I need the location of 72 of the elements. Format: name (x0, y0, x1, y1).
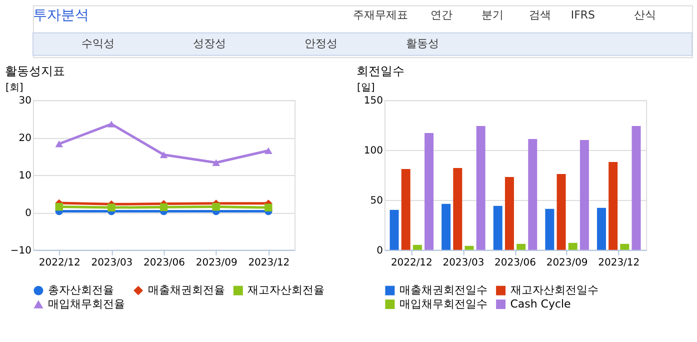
legend-label: 총자산회전율 (48, 284, 114, 297)
y-tick-label: 100 (364, 146, 383, 157)
point (264, 147, 272, 154)
y-tick-label: 150 (364, 96, 383, 107)
point (55, 140, 63, 148)
text: 수익성 (81, 37, 114, 50)
point (108, 120, 116, 128)
text: 검색 (529, 8, 552, 22)
legend-label: 재고자산회전일수 (510, 284, 598, 297)
bar (620, 244, 630, 250)
x-tick-label: 2023/12 (598, 257, 640, 268)
bar (556, 174, 566, 250)
point (55, 202, 63, 211)
legend-label: 매입채무회전일수 (399, 297, 488, 310)
point (160, 203, 168, 212)
bar (568, 242, 578, 250)
y-tick-label: 20 (18, 133, 32, 144)
x-tick-label: 2023/09 (196, 257, 238, 268)
point (264, 204, 272, 212)
bar (412, 244, 422, 250)
text: 분기 (482, 8, 504, 22)
legend-label: Cash Cycle (510, 297, 572, 310)
y-axis-title: [일] (356, 82, 375, 94)
bar (424, 133, 434, 250)
legend-label: 매입채무회전율 (48, 297, 125, 310)
x-tick-label: 2023/03 (91, 257, 133, 268)
y-tick-label: −10 (10, 245, 32, 256)
bar (464, 246, 474, 250)
text: 안정성 (304, 37, 338, 50)
bar (504, 176, 514, 250)
x-tick-label: 2023/12 (248, 257, 290, 268)
point (108, 204, 116, 212)
bar (390, 210, 399, 250)
point (160, 151, 168, 158)
bar (453, 168, 462, 250)
chart-title: 회전일수 (356, 64, 404, 78)
point (212, 202, 220, 211)
bar (608, 162, 618, 250)
bar (597, 208, 606, 250)
bar (545, 208, 554, 250)
x-tick-label: 2022/12 (38, 257, 80, 268)
text: IFRS (570, 8, 596, 22)
y-tick-label: 0 (25, 208, 32, 219)
x-tick-label: 2023/03 (442, 257, 484, 268)
y-axis-title: [회] (5, 82, 24, 94)
text: 투자분석 (32, 8, 89, 24)
x-tick-label: 2022/12 (390, 257, 432, 268)
x-tick-label: 2023/09 (546, 257, 588, 268)
bar (580, 140, 589, 250)
bar (442, 204, 451, 250)
point (212, 159, 220, 166)
legend-label: 재고자산회전율 (248, 284, 325, 297)
text: 성장성 (192, 37, 226, 50)
legend-label: 매출채권회전율 (148, 284, 225, 297)
y-tick-label: 10 (18, 170, 32, 182)
chart-title: 활동성지표 (4, 64, 65, 78)
x-tick-label: 2023/06 (494, 257, 536, 268)
text: 주재무제표 (352, 8, 408, 22)
bar (528, 139, 538, 250)
bar (516, 244, 526, 250)
y-tick-label: 50 (370, 195, 383, 206)
x-tick-label: 2023/06 (144, 257, 185, 268)
bar (401, 168, 410, 250)
bar (493, 206, 502, 250)
bar (476, 126, 486, 250)
text: 산식 (634, 8, 656, 22)
y-tick-label: 30 (18, 96, 32, 107)
y-tick-label: 0 (376, 245, 383, 256)
bar (632, 126, 641, 250)
text: 활동성 (406, 37, 440, 50)
legend-label: 매출채권회전일수 (399, 284, 488, 297)
text: 연간 (430, 8, 452, 22)
